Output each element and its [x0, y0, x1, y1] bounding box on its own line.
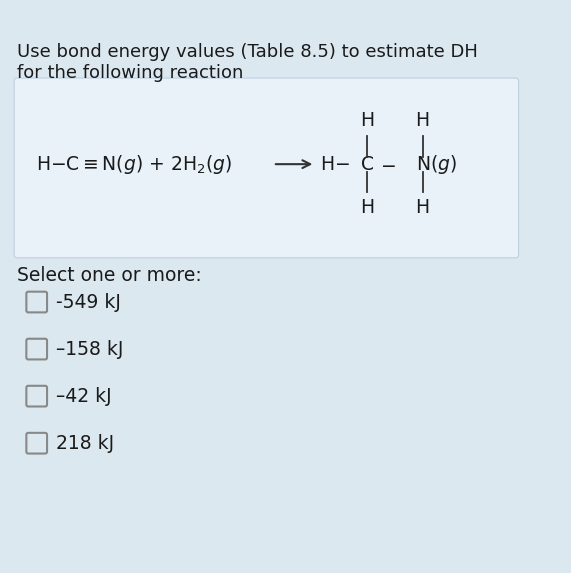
Text: H$-$C$\equiv$N($\it{g}$) + 2H$_2$($\it{g}$): H$-$C$\equiv$N($\it{g}$) + 2H$_2$($\it{g…	[36, 152, 232, 176]
FancyBboxPatch shape	[14, 78, 518, 258]
Text: $-$: $-$	[380, 155, 396, 174]
Text: –158 kJ: –158 kJ	[57, 340, 124, 359]
Text: Use bond energy values (Table 8.5) to estimate DH: Use bond energy values (Table 8.5) to es…	[17, 43, 478, 61]
Text: Select one or more:: Select one or more:	[17, 266, 202, 285]
Text: N($\it{g}$): N($\it{g}$)	[416, 152, 457, 176]
Text: C: C	[360, 155, 373, 174]
Text: -549 kJ: -549 kJ	[57, 293, 122, 312]
Text: 218 kJ: 218 kJ	[57, 434, 115, 453]
Text: H: H	[416, 198, 429, 217]
Text: for the following reaction: for the following reaction	[17, 64, 243, 82]
Text: –42 kJ: –42 kJ	[57, 387, 112, 406]
Text: H: H	[416, 111, 429, 130]
FancyBboxPatch shape	[26, 292, 47, 312]
Text: H$-$: H$-$	[320, 155, 350, 174]
Text: H: H	[360, 198, 374, 217]
FancyBboxPatch shape	[26, 433, 47, 454]
FancyBboxPatch shape	[26, 339, 47, 359]
FancyBboxPatch shape	[26, 386, 47, 406]
Text: H: H	[360, 111, 374, 130]
